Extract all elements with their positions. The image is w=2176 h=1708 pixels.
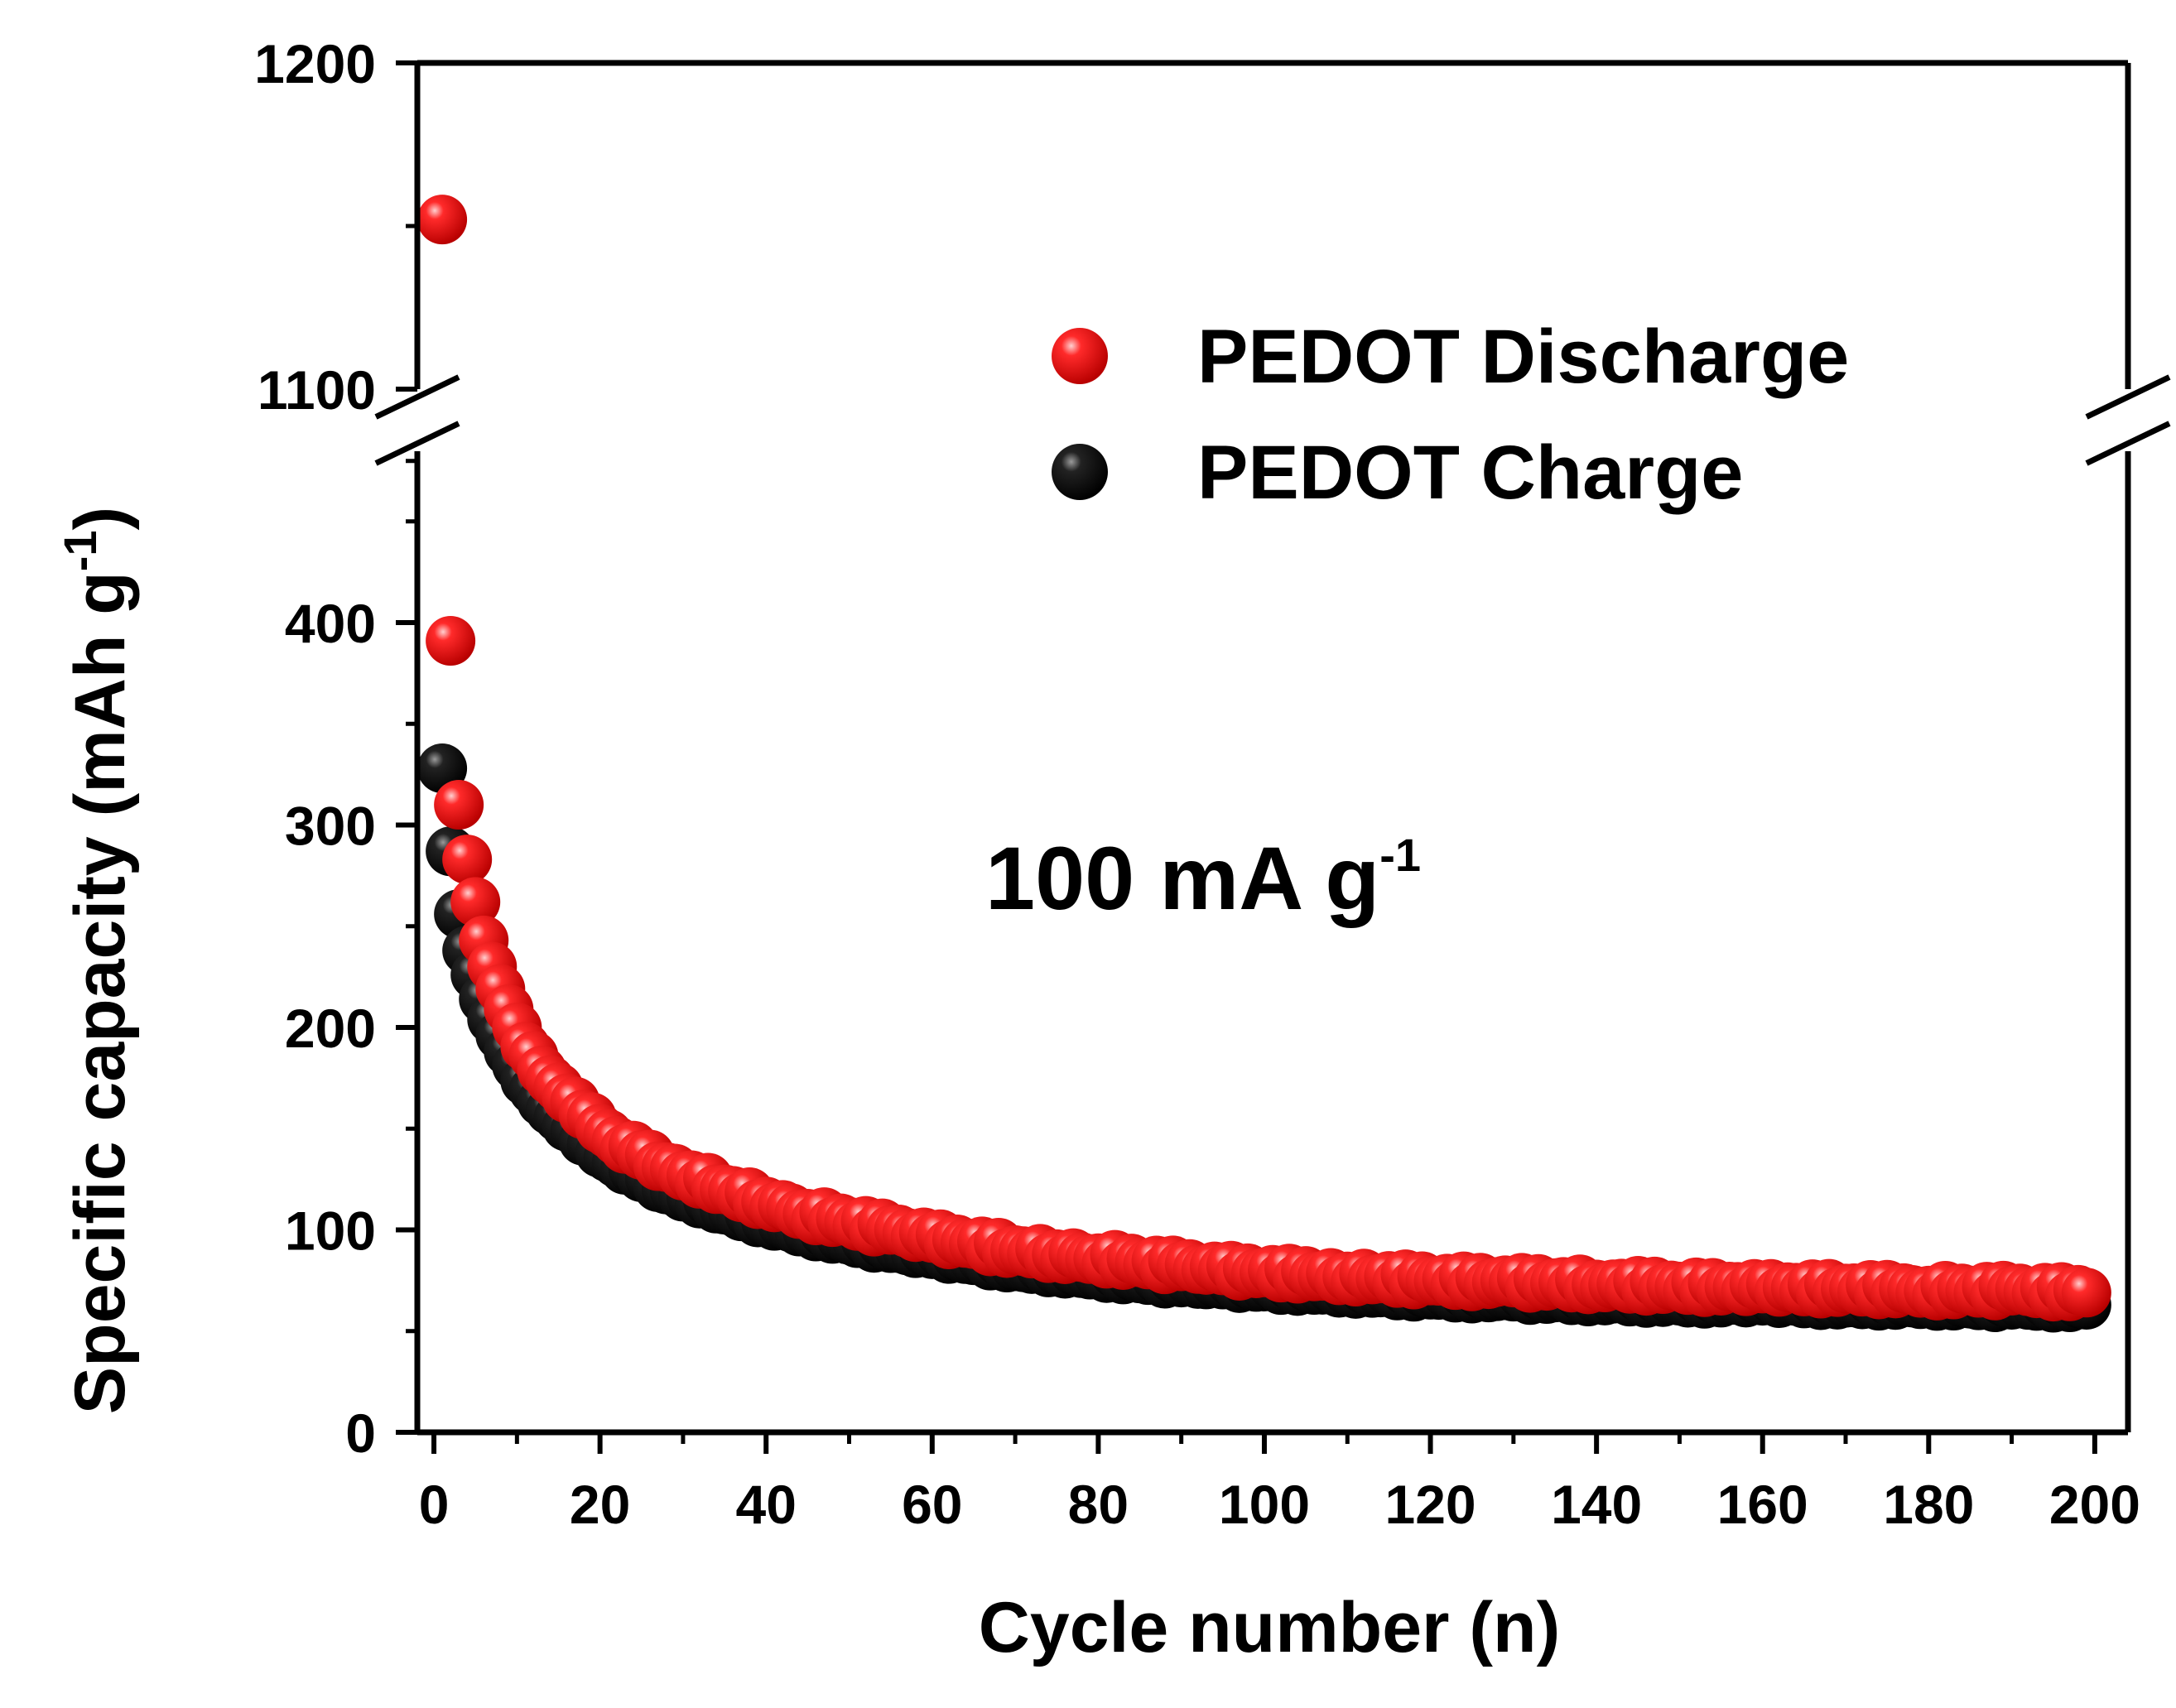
x-tick-label: 40 — [736, 1474, 797, 1535]
right-axis-break-1 — [2085, 421, 2171, 466]
axes-layer: 0 20 40 60 80 100 120 140 160 180 200 0 100 200 300 400… — [254, 33, 2140, 1535]
legend-marker-charge — [1052, 444, 1108, 500]
y-tick-label: 400 — [285, 593, 376, 654]
legend-label-discharge: PEDOT Discharge — [1197, 315, 1849, 399]
x-tick-label: 20 — [570, 1474, 630, 1535]
y-tick-label: 300 — [285, 796, 376, 857]
x-tick-label: 160 — [1717, 1474, 1808, 1535]
left-axis-break-0 — [374, 374, 460, 420]
x-tick-label: 120 — [1384, 1474, 1476, 1535]
legend: PEDOT Discharge PEDOT Charge — [1052, 315, 1849, 515]
x-tick-label: 140 — [1551, 1474, 1642, 1535]
x-tick-label: 0 — [419, 1474, 450, 1535]
x-tick-label: 60 — [902, 1474, 962, 1535]
y-axis-title-close: ) — [60, 507, 140, 531]
x-tick-label: 200 — [2049, 1474, 2140, 1535]
y-axis-title-sup: -1 — [54, 530, 106, 571]
discharge-point — [2061, 1268, 2111, 1318]
legend-label-charge: PEDOT Charge — [1197, 431, 1743, 515]
y-tick-label: 0 — [345, 1402, 376, 1464]
discharge-point — [434, 780, 484, 830]
discharge-series — [417, 195, 2111, 1322]
right-axis-break-0 — [2085, 374, 2171, 420]
annotation-main: 100 mA g — [985, 828, 1379, 928]
y-tick-label: 100 — [285, 1200, 376, 1262]
y-axis-title: Specific capacity (mAh g-1) — [54, 507, 140, 1414]
x-tick-label: 80 — [1068, 1474, 1129, 1535]
y-tick-label: 1100 — [258, 359, 376, 421]
plot-frame — [374, 60, 2171, 1436]
discharge-point — [442, 835, 493, 885]
y-tick-label: 200 — [285, 998, 376, 1059]
y-tick-label: 1200 — [254, 33, 376, 94]
current-density-annotation: 100 mA g-1 — [985, 828, 1421, 928]
annotation-sup: -1 — [1379, 829, 1421, 881]
legend-marker-discharge — [1052, 328, 1108, 384]
x-tick-label: 180 — [1883, 1474, 1974, 1535]
x-axis-title: Cycle number (n) — [979, 1588, 1560, 1667]
x-tick-label: 100 — [1219, 1474, 1310, 1535]
discharge-point — [426, 616, 476, 666]
discharge-point — [417, 195, 468, 245]
discharge-point — [450, 877, 501, 927]
y-axis-title-main: Specific capacity (mAh g — [60, 571, 140, 1414]
left-axis-break-1 — [374, 421, 460, 466]
